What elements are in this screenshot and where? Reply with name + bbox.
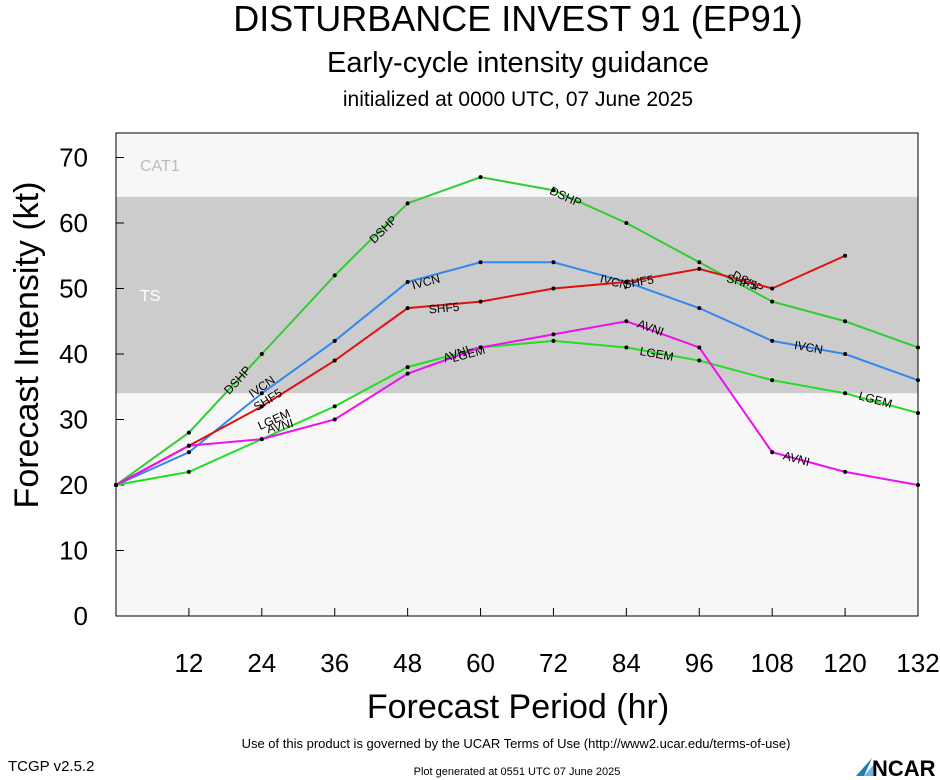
series-point-ivcn: [843, 352, 848, 356]
x-tick-label-72: 72: [539, 648, 568, 678]
series-line-dshp: [115, 176, 919, 486]
series-point-ivcn: [478, 260, 483, 265]
series-point-dshp: [478, 175, 483, 180]
x-tick-label-120: 120: [823, 648, 866, 678]
x-axis-label: Forecast Period (hr): [367, 688, 669, 726]
series-point-lgem: [624, 345, 629, 350]
ncar-logo-icon: [856, 758, 872, 776]
x-tick-label-84: 84: [612, 648, 641, 678]
series-point-dshp: [770, 299, 775, 304]
series-point-lgem: [332, 404, 337, 409]
series-line-ivcn: [115, 261, 919, 486]
series-point-avni: [843, 469, 848, 474]
plot-area: TS CAT1 12 24 36 48 60 72 84 96 108 120 132 0 10 20 30 40…: [59, 132, 940, 678]
chart-title: DISTURBANCE INVEST 91 (EP91): [233, 0, 803, 39]
series-point-lgem: [916, 410, 920, 415]
series-point-dshp: [551, 188, 556, 193]
series-point-shf5: [697, 266, 702, 271]
series-point-dshp: [916, 345, 920, 350]
series-label-shf5: SHF5: [622, 272, 655, 291]
series-point-lgem: [843, 391, 848, 396]
series-point-dshp: [332, 273, 337, 278]
series-point-lgem: [551, 338, 556, 343]
series-point-shf5: [770, 286, 775, 291]
series-point-dshp: [259, 352, 264, 356]
x-tick-label-96: 96: [685, 648, 714, 678]
series-point-dshp: [405, 201, 410, 206]
y-tick-label-0: 0: [74, 601, 88, 631]
series-point-ivcn: [405, 279, 410, 284]
terms-notice: Use of this product is governed by the U…: [242, 736, 791, 751]
plot-frame: [115, 132, 919, 617]
y-axis-label: Forecast Intensity (kt): [8, 182, 46, 509]
x-tick-label-60: 60: [466, 648, 495, 678]
band-label-ts: TS: [140, 288, 160, 305]
series-point-shf5: [478, 299, 483, 304]
series-point-avni: [551, 332, 556, 337]
series-label-ivcn: IVCN: [793, 338, 824, 357]
ncar-logo: NCAR: [856, 756, 936, 780]
series-point-lgem: [770, 378, 775, 383]
series-label-avni: AVNI: [782, 449, 812, 470]
series-point-dshp: [186, 430, 191, 435]
series-point-ivcn: [916, 378, 920, 383]
series-point-shf5: [259, 404, 264, 409]
band-label-cat1: CAT1: [140, 158, 180, 175]
series-point-ivcn: [770, 338, 775, 343]
y-tick-label-20: 20: [59, 470, 88, 500]
x-tick-label-48: 48: [393, 648, 422, 678]
x-tick-label-24: 24: [247, 648, 276, 678]
series-point-dshp: [843, 319, 848, 324]
x-tick-label-108: 108: [750, 648, 793, 678]
series-point-avni: [405, 371, 410, 376]
series-point-shf5: [624, 279, 629, 284]
series-point-ivcn: [551, 260, 556, 265]
series-point-lgem: [186, 469, 191, 474]
series-point-avni: [624, 319, 629, 324]
y-tick-label-40: 40: [59, 339, 88, 369]
y-tick-label-60: 60: [59, 208, 88, 238]
series-point-avni: [770, 450, 775, 455]
series-point-avni: [332, 417, 337, 422]
series-point-ivcn: [186, 450, 191, 455]
series-point-avni: [186, 443, 191, 448]
chart-init-line: initialized at 0000 UTC, 07 June 2025: [343, 88, 693, 111]
version-label: TCGP v2.5.2: [8, 758, 94, 775]
series-label-avni: AVNI: [265, 416, 295, 437]
series-point-ivcn: [697, 306, 702, 311]
series-point-avni: [697, 345, 702, 350]
series-line-avni: [115, 320, 919, 486]
series-point-shf5: [405, 306, 410, 311]
ncar-logo-icon-accent: [864, 762, 876, 776]
y-tick-label-30: 30: [59, 405, 88, 435]
series-point-avni: [916, 483, 920, 487]
series-label-shf5: SHF5: [428, 300, 460, 317]
chart-subtitle: Early-cycle intensity guidance: [327, 47, 709, 79]
series-line-lgem: [115, 339, 919, 486]
y-tick-label-10: 10: [59, 536, 88, 566]
band-cat1: [116, 133, 918, 197]
ncar-logo-text: NCAR: [872, 756, 936, 780]
series-point-shf5: [843, 253, 848, 258]
series-point-lgem: [405, 365, 410, 370]
series-point-dshp: [624, 221, 629, 225]
series-point-avni: [259, 437, 264, 442]
series-label-lgem: LGEM: [639, 344, 675, 364]
x-tick-label-132: 132: [896, 648, 939, 678]
x-tick-label-36: 36: [320, 648, 349, 678]
series-point-shf5: [551, 286, 556, 291]
series-point-shf5: [332, 358, 337, 363]
series-point-avni: [114, 483, 118, 487]
series-point-ivcn: [332, 338, 337, 343]
series-point-ivcn: [259, 391, 264, 396]
x-tick-label-12: 12: [174, 648, 203, 678]
series-point-lgem: [697, 358, 702, 363]
y-tick-label-70: 70: [59, 143, 88, 173]
series-point-avni: [478, 345, 483, 350]
series-point-dshp: [697, 260, 702, 265]
y-tick-label-50: 50: [59, 274, 88, 304]
generated-timestamp: Plot generated at 0551 UTC 07 June 2025: [414, 766, 621, 778]
